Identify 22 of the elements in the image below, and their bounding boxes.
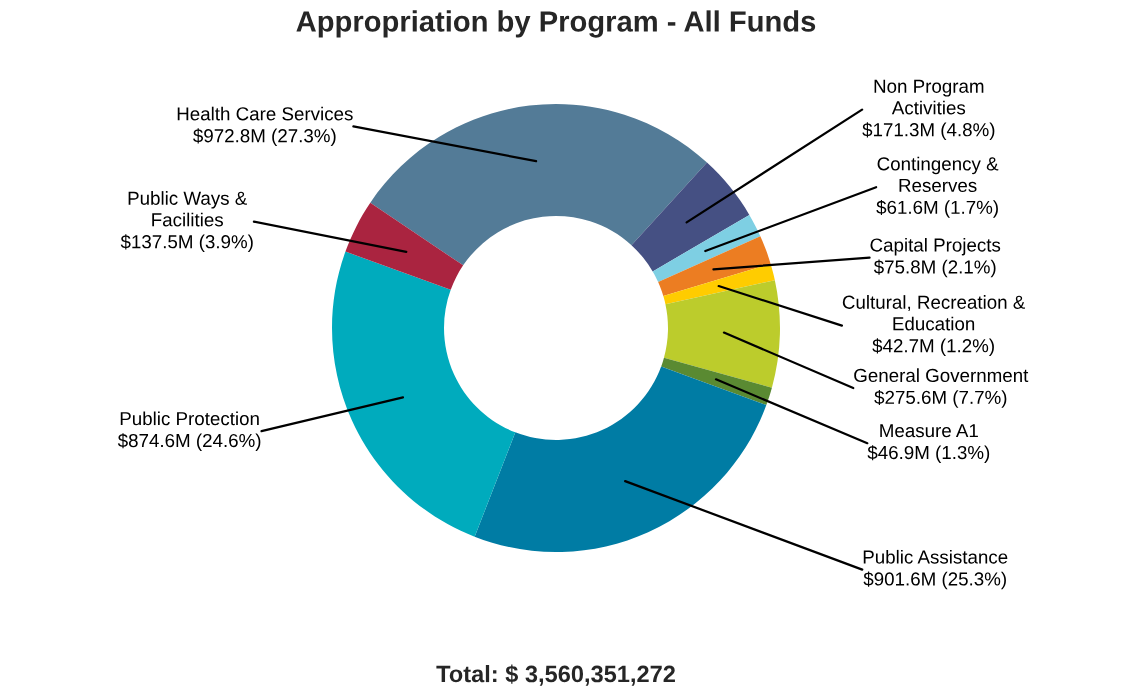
slice-label: General Government — [854, 368, 1029, 383]
data-label: $75.8M (2.1%) — [873, 259, 996, 278]
chart-title: Appropriation by Program - All Funds — [296, 10, 816, 38]
data-label: $275.6M (7.7%) — [874, 389, 1007, 408]
slice-label: Health Care Services — [177, 106, 353, 121]
slice-label: Non Program Activities — [874, 79, 984, 115]
slice-label: Capital Projects — [870, 237, 1001, 256]
slice-label: Public Ways & Facilities — [128, 191, 247, 227]
data-label: $137.5M (3.9%) — [120, 234, 253, 253]
slice-label: Public Protection — [120, 411, 259, 426]
data-label: $874.6M (24.6%) — [117, 433, 261, 451]
slice-label: Measure A1 — [880, 424, 978, 438]
slice-label: Public Assistance — [863, 549, 1008, 564]
data-label: $46.9M (1.3%) — [867, 445, 990, 463]
data-label: $42.7M (1.2%) — [872, 338, 994, 357]
data-label: $901.6M (25.3%) — [863, 571, 1006, 590]
slice-label: Cultural, Recreation & Education — [842, 295, 1026, 331]
data-label: $972.8M (27.3%) — [193, 128, 336, 147]
data-label: $61.6M (1.7%) — [876, 199, 998, 218]
slice-label: Contingency & Reserves — [877, 156, 999, 193]
data-label: $171.3M (4.8%) — [862, 122, 995, 141]
text: Total: $ 3,560,351,272 — [436, 664, 675, 686]
